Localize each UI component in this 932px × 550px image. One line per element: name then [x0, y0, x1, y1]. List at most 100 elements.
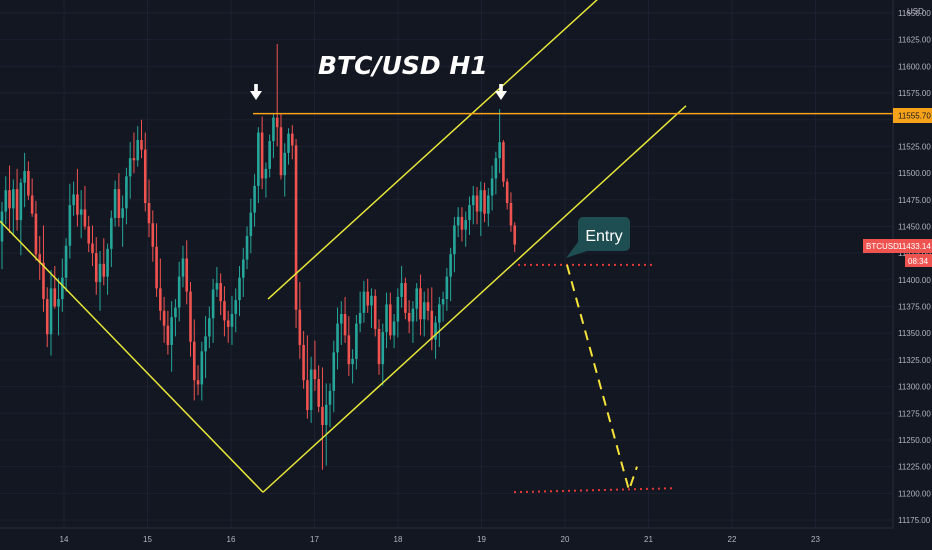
- candle-body: [121, 208, 124, 218]
- candle: [411, 301, 415, 343]
- candle-body: [208, 318, 211, 337]
- candle: [143, 132, 147, 212]
- time-tick-label: 16: [227, 535, 236, 544]
- candle: [234, 288, 238, 333]
- candle: [475, 186, 479, 225]
- projected-path: [566, 264, 638, 494]
- price-tick-label: 11225.00: [898, 463, 931, 472]
- candle: [306, 335, 309, 419]
- candle-body: [343, 313, 347, 336]
- candle: [355, 315, 358, 370]
- candle-body: [0, 211, 4, 242]
- candle-body: [430, 310, 434, 340]
- time-tick-label: 18: [394, 535, 403, 544]
- candle: [332, 340, 336, 413]
- candle-body: [68, 205, 72, 246]
- candle-body: [404, 283, 407, 313]
- candle: [340, 301, 343, 345]
- time-tick-label: 15: [143, 535, 152, 544]
- candle-body: [91, 243, 94, 254]
- candle-body: [106, 248, 109, 277]
- candle-body: [249, 212, 253, 237]
- candle: [230, 295, 234, 345]
- candle: [140, 119, 143, 159]
- candle-body: [76, 194, 79, 215]
- candle-body: [64, 245, 68, 278]
- candle: [407, 300, 411, 334]
- candle-body: [502, 142, 505, 182]
- current-price-tag: BTCUSD 11433.14 08:34: [863, 239, 932, 267]
- candle-body: [377, 328, 381, 365]
- time-tick-label: 21: [644, 535, 653, 544]
- candle: [57, 277, 60, 336]
- candle: [483, 182, 486, 223]
- candle: [343, 296, 347, 343]
- candle: [317, 365, 320, 413]
- candle: [8, 165, 11, 233]
- candle-body: [98, 263, 102, 282]
- candle: [313, 340, 317, 391]
- candle: [215, 267, 219, 297]
- candle: [377, 319, 381, 375]
- down-arrow-icon: [250, 84, 262, 100]
- candle-body: [449, 254, 452, 277]
- candle-body: [309, 369, 313, 411]
- candle-body: [174, 307, 177, 318]
- time-tick-label: 14: [60, 535, 69, 544]
- candle-body: [434, 322, 437, 340]
- candle-body: [400, 283, 403, 297]
- price-tick-label: 11650.00: [898, 9, 931, 18]
- candle: [170, 301, 173, 372]
- candle-body: [475, 195, 479, 212]
- candle: [113, 180, 117, 227]
- candle-body: [306, 380, 309, 411]
- candle: [294, 138, 298, 328]
- price-tick-label: 11350.00: [898, 329, 931, 338]
- candle-body: [45, 299, 49, 335]
- candle-body: [483, 190, 486, 214]
- time-tick-label: 17: [310, 535, 319, 544]
- price-tick-label: 11475.00: [898, 196, 931, 205]
- candle: [241, 247, 245, 297]
- candle: [283, 143, 287, 197]
- candle: [328, 383, 332, 428]
- candle-body: [336, 323, 339, 353]
- candle: [159, 258, 162, 321]
- candle: [121, 195, 124, 247]
- candle-body: [19, 182, 23, 221]
- price-tick-label: 11175.00: [898, 516, 931, 525]
- candle: [494, 151, 498, 195]
- symbol-tag: BTCUSD: [866, 242, 899, 251]
- candle-body: [272, 117, 275, 142]
- candle: [15, 168, 19, 231]
- candle: [490, 165, 494, 211]
- candle-body: [385, 304, 388, 333]
- candle: [219, 273, 222, 316]
- price-tick-label: 11525.00: [898, 142, 931, 151]
- candle: [196, 365, 200, 396]
- candle-body: [189, 291, 192, 342]
- candle: [479, 181, 483, 237]
- candle-body: [505, 181, 509, 203]
- candle: [76, 168, 79, 227]
- time-axis[interactable]: 14 15 16 17 18 19 20 21 22 23: [60, 535, 821, 544]
- candle: [177, 261, 181, 322]
- candle: [268, 134, 271, 178]
- candle-body: [487, 195, 490, 214]
- candle-body: [324, 404, 328, 426]
- candle-body: [328, 390, 332, 405]
- candle-body: [464, 220, 468, 230]
- candles-layer: [0, 43, 517, 470]
- candle-body: [460, 216, 464, 230]
- candle-body: [381, 332, 385, 365]
- candle: [441, 291, 445, 322]
- candle: [453, 216, 456, 273]
- candle-body: [94, 253, 98, 282]
- candle-body: [494, 158, 498, 179]
- candle: [456, 207, 460, 238]
- candle: [298, 281, 302, 359]
- candle-body: [422, 302, 426, 320]
- candle-body: [283, 152, 287, 176]
- candle-body: [57, 299, 60, 307]
